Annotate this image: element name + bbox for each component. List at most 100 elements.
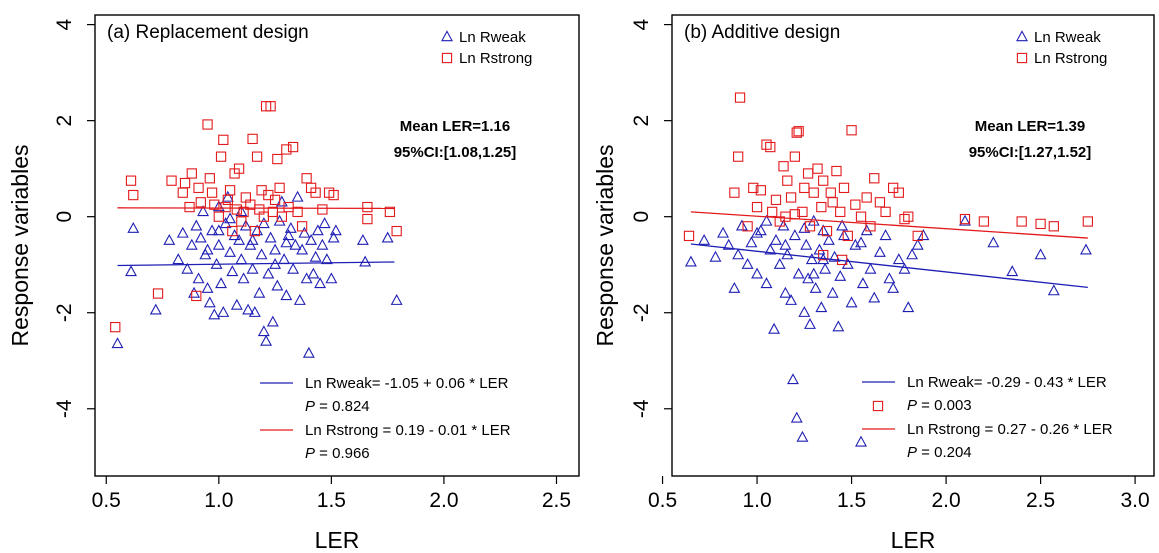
data-point-strong <box>191 290 202 302</box>
data-point-strong <box>152 288 164 299</box>
data-point-weak <box>836 219 849 231</box>
data-point-strong <box>177 187 188 198</box>
data-point-strong <box>748 182 759 194</box>
data-point-strong <box>842 230 853 242</box>
x-axis-title: LER <box>891 527 936 553</box>
data-point-strong <box>227 225 238 237</box>
data-point-strong <box>179 177 191 189</box>
equation-text: Ln Rstrong = 0.19 - 0.01 * LER <box>305 422 511 439</box>
data-point-weak <box>785 293 798 305</box>
data-point-strong <box>209 199 220 210</box>
data-point-weak <box>203 296 216 308</box>
data-point-strong <box>751 201 763 213</box>
data-point-weak <box>779 238 792 250</box>
data-point-weak <box>987 236 1000 248</box>
legend-label: Ln Rstrong <box>1034 50 1107 67</box>
y-tick-label: -4 <box>53 399 76 418</box>
panel-a: 0.5 1.0 1.5 2.0 2.5 -4 -2 0 2 4 LER Response variab… <box>7 14 580 553</box>
data-point-strong <box>793 126 804 137</box>
data-point-weak <box>111 337 124 349</box>
data-point-weak <box>800 238 813 250</box>
p-label: P <box>907 444 917 461</box>
data-point-strong <box>802 168 814 179</box>
legend-label: Ln Rweak <box>459 29 526 46</box>
data-point-weak <box>709 250 722 262</box>
data-point-weak <box>892 253 905 265</box>
data-point-weak <box>278 253 291 265</box>
p-value: = 0.824 <box>315 398 370 415</box>
data-point-strong <box>301 173 312 184</box>
data-point-weak <box>215 277 228 289</box>
data-point-strong <box>978 216 990 227</box>
data-point-weak <box>316 238 329 250</box>
data-point-strong <box>1048 221 1059 232</box>
mean-ler-text: Mean LER=1.39 <box>975 118 1085 135</box>
data-point-weak <box>298 226 311 238</box>
data-point-weak <box>745 236 758 248</box>
data-point-strong <box>799 182 810 194</box>
mean-ler-text: Mean LER=1.16 <box>400 118 510 135</box>
data-point-strong <box>861 192 872 203</box>
data-point-weak <box>264 231 277 243</box>
data-point-strong <box>850 199 861 210</box>
data-point-weak <box>192 272 205 284</box>
data-point-weak <box>329 224 342 236</box>
data-point-strong <box>296 221 308 232</box>
x-tick-label: 3.0 <box>1120 489 1149 512</box>
data-point-weak <box>883 272 896 284</box>
data-point-weak <box>1006 265 1019 277</box>
x-tick-label: 1.5 <box>317 489 346 512</box>
data-point-weak <box>282 229 295 241</box>
x-tick-label: 2.0 <box>931 489 960 512</box>
data-point-weak <box>257 325 270 337</box>
fit-line-strong <box>117 207 395 210</box>
data-point-strong <box>846 125 857 136</box>
data-point-weak <box>788 229 801 241</box>
legend-label: Ln Rstrong <box>459 50 532 67</box>
data-point-weak <box>390 293 403 305</box>
data-point-weak <box>212 238 225 250</box>
data-point-weak <box>235 253 248 265</box>
data-point-weak <box>293 293 306 305</box>
data-point-weak <box>834 269 847 281</box>
data-point-strong <box>220 201 231 213</box>
legend-marker-strong <box>1016 52 1028 64</box>
p-value-text: P = 0.966 <box>305 445 370 462</box>
fit-line-weak <box>690 243 1088 289</box>
data-point-weak <box>176 226 189 238</box>
data-point-weak <box>787 373 799 385</box>
y-tick-label: 4 <box>630 18 653 30</box>
p-value: = 0.966 <box>315 445 370 462</box>
data-point-weak <box>717 226 730 238</box>
data-point-strong <box>733 151 744 162</box>
x-tick-label: 0.5 <box>92 489 121 512</box>
data-point-weak <box>849 238 862 250</box>
data-point-strong <box>384 206 396 218</box>
data-point-weak <box>201 281 214 293</box>
data-point-strong <box>128 189 139 201</box>
data-point-strong <box>186 168 197 179</box>
data-point-strong <box>874 197 886 208</box>
data-point-weak <box>805 253 818 265</box>
data-point-strong <box>236 216 247 227</box>
data-point-weak <box>257 217 270 229</box>
ci-text: 95%CI:[1.08,1.25] <box>394 144 517 161</box>
y-tick-label: -4 <box>630 399 653 418</box>
data-point-weak <box>796 430 809 442</box>
data-point-weak <box>291 190 304 202</box>
data-point-weak <box>855 435 867 447</box>
data-point-weak <box>868 291 881 303</box>
data-point-weak <box>826 286 839 298</box>
data-point-weak <box>873 245 886 257</box>
panel-title: (a) Replacement design <box>107 22 309 43</box>
data-point-weak <box>751 226 764 238</box>
fit-line-weak <box>117 261 395 267</box>
data-point-weak <box>237 272 250 284</box>
data-point-strong <box>249 225 260 237</box>
data-point-strong <box>869 173 880 184</box>
data-point-weak <box>314 277 327 289</box>
data-point-weak <box>732 248 745 260</box>
data-point-weak <box>125 265 137 277</box>
data-point-strong <box>812 163 823 174</box>
y-axis-title: Response variables <box>7 144 33 346</box>
